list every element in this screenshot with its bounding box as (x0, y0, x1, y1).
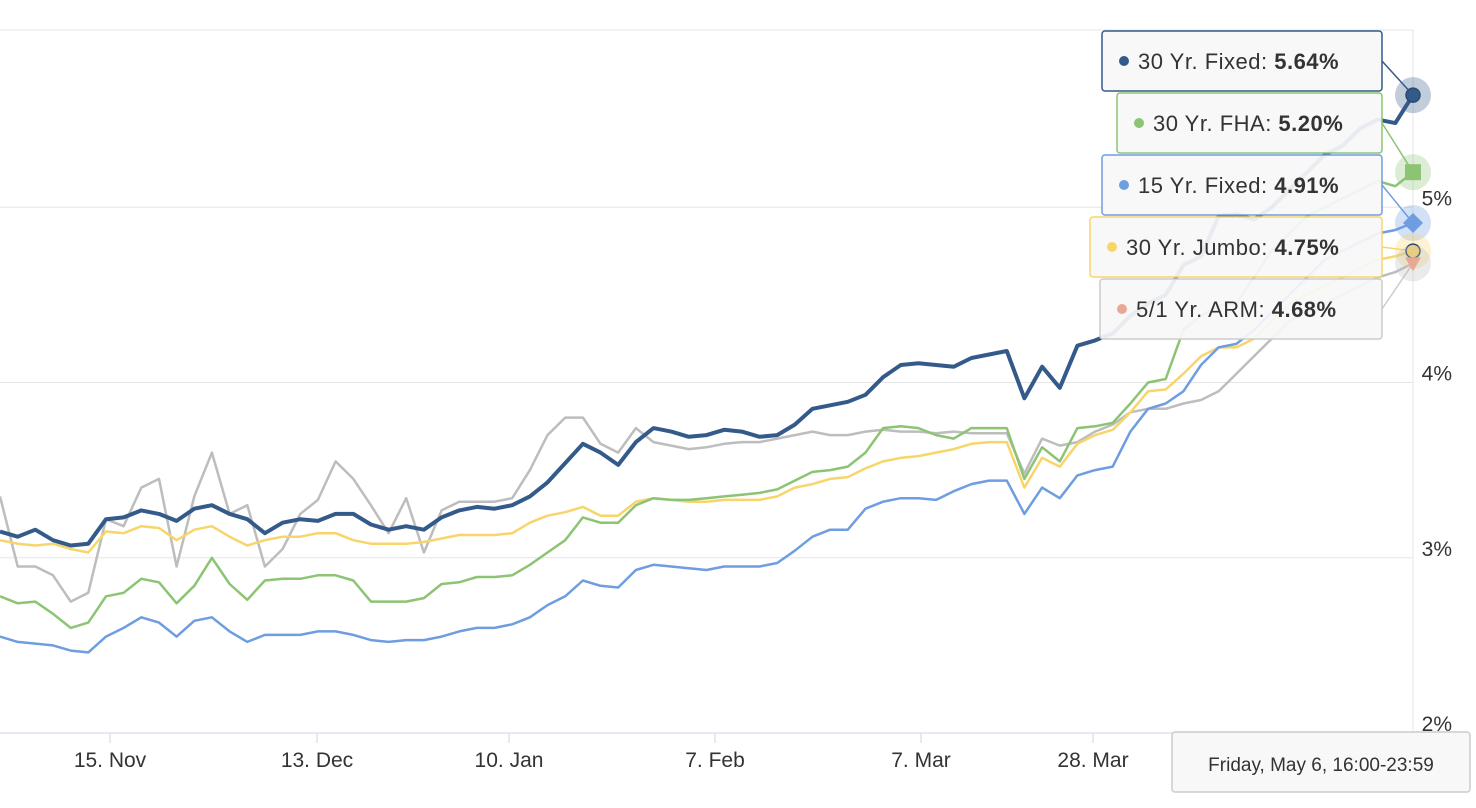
marker-circle[interactable] (1405, 87, 1421, 103)
navigator-date-tooltip: Friday, May 6, 16:00-23:59 (1171, 731, 1471, 793)
tooltip-dot (1107, 242, 1117, 252)
series-line (0, 249, 1414, 554)
tooltip-2: 15 Yr. Fixed: 4.91% (1101, 154, 1383, 216)
tooltip-4: 5/1 Yr. ARM: 4.68% (1099, 278, 1383, 340)
tooltip-value: 4.75% (1274, 235, 1339, 260)
x-tick-label: 13. Dec (281, 749, 353, 772)
x-tick-label: 7. Feb (685, 749, 745, 772)
tooltip-connectors (1381, 60, 1414, 310)
tooltip-text: 30 Yr. Jumbo: 4.75% (1126, 235, 1339, 260)
marker-diamond[interactable] (1403, 213, 1423, 234)
tooltip-series-name: 30 Yr. Jumbo: (1126, 235, 1274, 260)
x-tick-label: 15. Nov (74, 749, 147, 772)
x-tick-label: 7. Mar (891, 749, 951, 772)
navigator-date-box (1171, 731, 1471, 793)
tooltip-connector (1381, 184, 1414, 224)
tooltip-value: 4.91% (1274, 173, 1339, 198)
tooltip-series-name: 5/1 Yr. ARM: (1136, 297, 1272, 322)
tooltip-value: 4.68% (1272, 297, 1337, 322)
tooltip-series-name: 15 Yr. Fixed: (1138, 173, 1274, 198)
tooltip-text: 15 Yr. Fixed: 4.91% (1138, 173, 1339, 198)
y-axis: 2% 3% 4% 5% (1422, 187, 1452, 736)
tooltip-dot (1117, 304, 1127, 314)
tooltip-connector (1381, 122, 1414, 173)
marker-square[interactable] (1405, 164, 1421, 181)
x-tick-label: 10. Jan (475, 749, 544, 772)
y-tick-label: 2% (1422, 713, 1452, 736)
tooltip-text: 30 Yr. Fixed: 5.64% (1138, 49, 1339, 74)
x-axis: 15. Nov 13. Dec 10. Jan 7. Feb 7. Mar 28. Mar (74, 733, 1129, 772)
tooltip-dot (1119, 56, 1129, 66)
series-line (0, 171, 1414, 630)
x-tick-label: 28. Mar (1057, 749, 1128, 772)
y-tick-label: 3% (1422, 538, 1452, 561)
tooltip-text: 5/1 Yr. ARM: 4.68% (1136, 297, 1337, 322)
y-tick-label: 4% (1422, 363, 1452, 386)
tooltip-3: 30 Yr. Jumbo: 4.75% (1089, 216, 1383, 278)
tooltip-dot (1134, 118, 1144, 128)
tooltip-value: 5.64% (1274, 49, 1339, 74)
tooltip-connector (1381, 262, 1414, 310)
tooltip-box (1116, 92, 1383, 154)
series-markers[interactable] (1395, 77, 1431, 282)
tooltip-dot (1119, 180, 1129, 190)
tooltip-box (1101, 30, 1383, 92)
series-line (0, 221, 1414, 654)
tooltip-box (1101, 154, 1383, 216)
tooltip-value: 5.20% (1278, 111, 1343, 136)
tooltip-box (1099, 278, 1383, 340)
tooltip-box (1089, 216, 1383, 278)
tooltip-series-name: 30 Yr. Fixed: (1138, 49, 1274, 74)
tooltips: 30 Yr. Fixed: 5.64% 30 Yr. FHA: 5.20% 15 Y… (1089, 30, 1383, 340)
navigator-date-text: Friday, May 6, 16:00-23:59 (1208, 755, 1434, 776)
tooltip-1: 30 Yr. FHA: 5.20% (1116, 92, 1383, 154)
y-tick-label: 5% (1422, 187, 1452, 210)
series-line (0, 262, 1414, 603)
tooltip-text: 30 Yr. FHA: 5.20% (1153, 111, 1343, 136)
tooltip-series-name: 30 Yr. FHA: (1153, 111, 1278, 136)
tooltip-0: 30 Yr. Fixed: 5.64% (1101, 30, 1383, 92)
marker-triangle[interactable] (1405, 257, 1421, 272)
